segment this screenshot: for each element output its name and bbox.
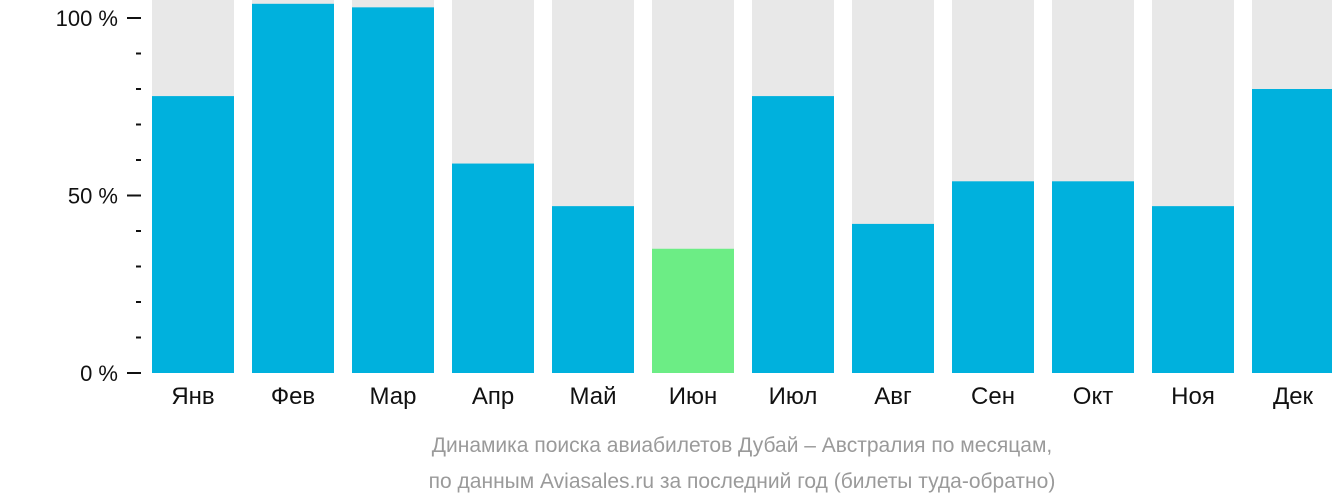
bar-month-5 bbox=[552, 206, 634, 373]
bar-month-7 bbox=[752, 96, 834, 373]
chart-caption: Динамика поиска авиабилетов Дубай – Авст… bbox=[429, 434, 1056, 493]
bar-month-3 bbox=[352, 7, 434, 373]
caption-line-1: Динамика поиска авиабилетов Дубай – Авст… bbox=[432, 434, 1052, 457]
x-axis-labels: Янв Фев Мар Апр Май Июн Июл Авг Сен Окт Ноя Дек bbox=[171, 383, 1313, 410]
x-tick-label-month-11: Ноя bbox=[1171, 383, 1215, 410]
bar-month-6 bbox=[652, 248, 734, 373]
y-axis: 0 % 50 % 100 % bbox=[56, 6, 141, 386]
x-tick-label-month-4: Апр bbox=[472, 383, 514, 410]
x-tick-label-month-9: Сен bbox=[971, 383, 1015, 410]
bar-month-12 bbox=[1252, 89, 1332, 373]
x-tick-label-month-1: Янв bbox=[171, 383, 214, 410]
x-tick-label-month-5: Май bbox=[569, 383, 616, 410]
bars bbox=[152, 3, 1332, 374]
caption-line-2: по данным Aviasales.ru за последний год … bbox=[429, 470, 1056, 493]
x-tick-label-month-2: Фев bbox=[271, 383, 315, 410]
bar-month-8 bbox=[852, 223, 934, 373]
bar-month-10 bbox=[1052, 181, 1134, 373]
x-tick-label-month-6: Июн bbox=[669, 383, 718, 410]
x-tick-label-month-3: Мар bbox=[370, 383, 417, 410]
x-tick-label-month-7: Июл bbox=[769, 383, 818, 410]
y-tick-label: 100 % bbox=[56, 6, 118, 31]
x-tick-label-month-12: Дек bbox=[1273, 383, 1314, 410]
x-tick-label-month-8: Авг bbox=[874, 383, 912, 410]
bar-month-9 bbox=[952, 181, 1034, 373]
y-tick-label: 0 % bbox=[80, 361, 118, 386]
bar-month-11 bbox=[1152, 206, 1234, 373]
x-tick-label-month-10: Окт bbox=[1073, 383, 1113, 410]
bar-month-4 bbox=[452, 163, 534, 373]
y-tick-label: 50 % bbox=[68, 184, 118, 209]
bar-month-1 bbox=[152, 96, 234, 373]
bar-month-2 bbox=[252, 3, 334, 374]
